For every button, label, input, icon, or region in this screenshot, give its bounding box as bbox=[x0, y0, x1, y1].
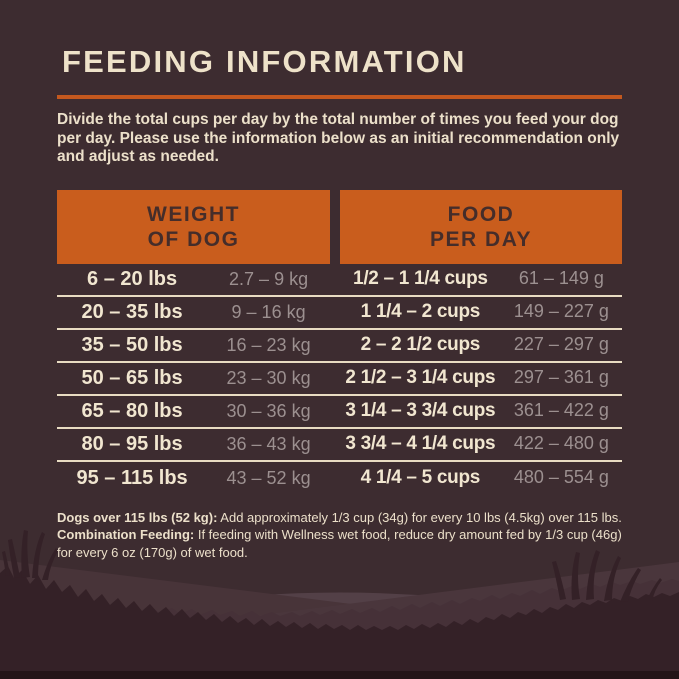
food-per-day-header: FOOD PER DAY bbox=[340, 189, 622, 264]
feeding-table: 6 – 20 lbs 2.7 – 9 kg 1/2 – 1 1/4 cups 6… bbox=[57, 264, 622, 495]
footnote-bold-over-115: Dogs over 115 lbs (52 kg): bbox=[57, 509, 218, 525]
label-content: FEEDING INFORMATION Divide the total cup… bbox=[57, 44, 622, 560]
footnote-bold-combination-feeding: Combination Feeding: bbox=[57, 527, 195, 542]
weight-lbs-cell: 20 – 35 lbs bbox=[81, 300, 183, 323]
footnote: Dogs over 115 lbs (52 kg): Add approxima… bbox=[57, 509, 632, 562]
weight-lbs-cell: 95 – 115 lbs bbox=[76, 466, 188, 489]
weight-kg-cell: 36 – 43 kg bbox=[226, 433, 311, 454]
footnote-text-2: If feeding with Wellness wet food, reduc… bbox=[57, 527, 622, 560]
food-cups-cell: 3 3/4 – 4 1/4 cups bbox=[345, 433, 496, 454]
table-row: 65 – 80 lbs 30 – 36 kg 3 1/4 – 3 3/4 cup… bbox=[57, 396, 622, 429]
weight-kg-cell: 2.7 – 9 kg bbox=[229, 268, 309, 289]
page-title: FEEDING INFORMATION bbox=[62, 44, 467, 79]
weight-lbs-cell: 35 – 50 lbs bbox=[81, 333, 183, 356]
grass-tuft-left bbox=[2, 530, 58, 580]
bottom-strip bbox=[0, 671, 679, 679]
food-grams-cell: 61 – 149 g bbox=[518, 268, 604, 288]
food-grams-cell: 422 – 480 g bbox=[513, 433, 609, 453]
weight-lbs-cell: 65 – 80 lbs bbox=[81, 399, 183, 422]
table-row: 20 – 35 lbs 9 – 16 kg 1 1/4 – 2 cups 149… bbox=[57, 297, 622, 330]
food-cups-cell: 2 1/2 – 3 1/4 cups bbox=[345, 367, 496, 388]
weight-lbs-cell: 50 – 65 lbs bbox=[81, 366, 183, 389]
food-cups-cell: 1 1/4 – 2 cups bbox=[360, 301, 481, 322]
food-grams-cell: 227 – 297 g bbox=[513, 334, 609, 354]
weight-lbs-cell: 80 – 95 lbs bbox=[81, 432, 183, 455]
table-row: 6 – 20 lbs 2.7 – 9 kg 1/2 – 1 1/4 cups 6… bbox=[57, 264, 622, 297]
table-row: 50 – 65 lbs 23 – 30 kg 2 1/2 – 3 1/4 cup… bbox=[57, 363, 622, 396]
food-header-line2: PER DAY bbox=[430, 227, 532, 251]
weight-of-dog-header: WEIGHT OF DOG bbox=[57, 189, 330, 264]
landscape-silhouette bbox=[0, 530, 679, 679]
weight-header-line1: WEIGHT bbox=[147, 202, 240, 226]
food-grams-cell: 361 – 422 g bbox=[513, 400, 609, 420]
footnote-text-1: Add approximately 1/3 cup (34g) for ever… bbox=[217, 509, 622, 525]
food-header-line1: FOOD bbox=[447, 202, 515, 226]
food-grams-cell: 480 – 554 g bbox=[513, 467, 609, 487]
intro-text: Divide the total cups per day by the tot… bbox=[57, 111, 620, 165]
weight-kg-cell: 30 – 36 kg bbox=[226, 400, 311, 421]
table-row: 80 – 95 lbs 36 – 43 kg 3 3/4 – 4 1/4 cup… bbox=[57, 429, 622, 462]
weight-lbs-cell: 6 – 20 lbs bbox=[87, 267, 178, 290]
weight-header-line2: OF DOG bbox=[147, 227, 240, 251]
grass-tuft-right bbox=[552, 550, 662, 602]
food-cups-cell: 4 1/4 – 5 cups bbox=[360, 467, 481, 488]
table-row: 95 – 115 lbs 43 – 52 kg 4 1/4 – 5 cups 4… bbox=[57, 462, 622, 495]
front-grass bbox=[0, 566, 679, 679]
food-grams-cell: 297 – 361 g bbox=[513, 367, 609, 387]
food-cups-cell: 3 1/4 – 3 3/4 cups bbox=[345, 400, 496, 421]
weight-kg-cell: 23 – 30 kg bbox=[226, 367, 311, 388]
table-header-row: WEIGHT OF DOG FOOD PER DAY bbox=[57, 189, 622, 264]
table-row: 35 – 50 lbs 16 – 23 kg 2 – 2 1/2 cups 22… bbox=[57, 330, 622, 363]
food-cups-cell: 1/2 – 1 1/4 cups bbox=[353, 268, 488, 289]
weight-kg-cell: 16 – 23 kg bbox=[226, 334, 311, 355]
food-cups-cell: 2 – 2 1/2 cups bbox=[360, 334, 481, 355]
weight-kg-cell: 9 – 16 kg bbox=[231, 301, 306, 322]
weight-kg-cell: 43 – 52 kg bbox=[226, 467, 311, 488]
food-grams-cell: 149 – 227 g bbox=[513, 301, 609, 321]
divider-rule bbox=[57, 95, 622, 99]
